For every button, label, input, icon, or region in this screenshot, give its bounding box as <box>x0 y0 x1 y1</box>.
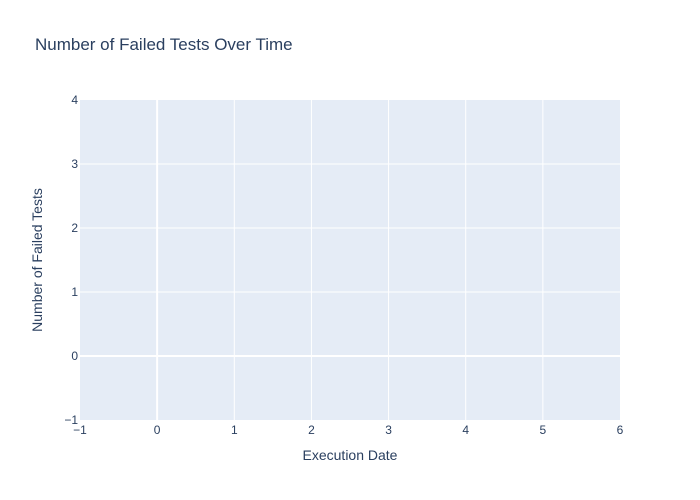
y-tick-labels: −1 0 1 2 3 4 <box>64 93 78 427</box>
x-tick-label: 4 <box>462 423 469 437</box>
y-axis-title: Number of Failed Tests <box>29 188 45 332</box>
x-tick-label: −1 <box>73 423 87 437</box>
y-tick-label: 0 <box>71 349 78 363</box>
y-tick-label: 1 <box>71 285 78 299</box>
x-tick-label: 6 <box>617 423 624 437</box>
y-grid-lines <box>80 163 620 357</box>
y-tick-label: 2 <box>71 221 78 235</box>
x-tick-label: 3 <box>385 423 392 437</box>
x-tick-label: 5 <box>540 423 547 437</box>
x-axis-title: Execution Date <box>303 447 398 463</box>
y-tick-label: 4 <box>71 93 78 107</box>
x-tick-label: 2 <box>308 423 315 437</box>
x-tick-label: 1 <box>231 423 238 437</box>
plot-area <box>80 100 620 420</box>
x-tick-label: 0 <box>154 423 161 437</box>
chart-title: Number of Failed Tests Over Time <box>35 35 293 54</box>
y-tick-label: 3 <box>71 157 78 171</box>
x-grid-lines <box>156 100 544 420</box>
y-tick-label: −1 <box>64 413 78 427</box>
x-tick-labels: −1 0 1 2 3 4 5 6 <box>73 423 624 437</box>
